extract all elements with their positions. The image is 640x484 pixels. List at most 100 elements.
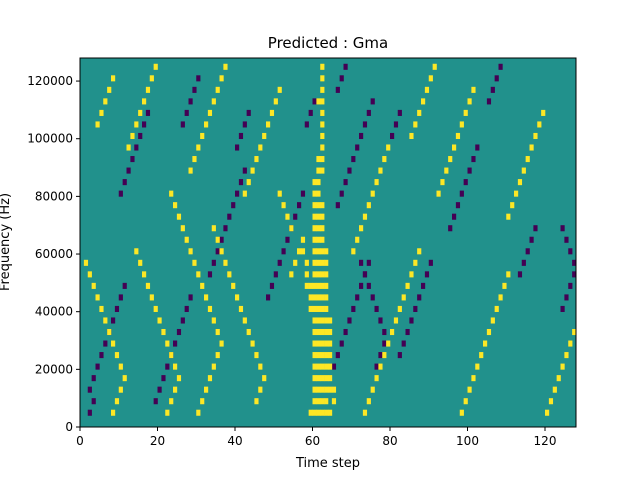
heatmap-cell-high xyxy=(242,190,247,197)
heatmap-cell-high xyxy=(308,305,313,312)
heatmap-cell-low xyxy=(211,259,216,266)
heatmap-cell-high xyxy=(452,144,457,151)
heatmap-cell-low xyxy=(452,213,457,220)
heatmap-cell-high xyxy=(331,398,337,405)
heatmap-cell-high xyxy=(486,328,492,336)
heatmap-cell-low xyxy=(184,109,189,116)
heatmap-cell-high xyxy=(200,398,205,405)
heatmap-cell-low xyxy=(490,86,495,93)
heatmap-cell-low xyxy=(467,167,472,174)
heatmap-cell-high xyxy=(138,259,143,266)
heatmap-cell-high xyxy=(142,271,147,278)
heatmap-cell-high xyxy=(207,109,213,116)
heatmap-cell-low xyxy=(188,98,193,105)
heatmap-cell-high xyxy=(328,409,333,416)
heatmap-cell-high xyxy=(328,328,333,336)
x-tick-label: 0 xyxy=(76,434,84,448)
heatmap-cell-high xyxy=(324,375,329,382)
heatmap-cell-high xyxy=(149,294,154,301)
heatmap-cell-high xyxy=(324,340,329,347)
heatmap-cell-low xyxy=(111,317,116,324)
heatmap-cell-high xyxy=(320,305,325,312)
heatmap-cell-high xyxy=(223,63,228,70)
heatmap-cell-high xyxy=(250,340,255,347)
heatmap-cell-high xyxy=(320,75,325,82)
heatmap-cell-high xyxy=(328,352,333,359)
heatmap-cell-high xyxy=(196,409,201,416)
heatmap-cell-high xyxy=(273,98,278,105)
heatmap-cell-low xyxy=(242,121,247,128)
heatmap-cell-high xyxy=(312,386,317,393)
heatmap-cell-high xyxy=(153,305,158,312)
heatmap-cell-low xyxy=(134,144,139,151)
heatmap-cell-low xyxy=(223,225,228,232)
heatmap-cell-low xyxy=(424,271,430,278)
heatmap-cell-low xyxy=(304,121,309,128)
heatmap-cell-high xyxy=(130,132,135,140)
heatmap-cell-low xyxy=(173,340,178,347)
heatmap-cell-high xyxy=(413,259,418,266)
heatmap-cell-low xyxy=(99,352,104,359)
plot-frame xyxy=(79,57,577,428)
heatmap-cell-low xyxy=(455,202,461,209)
heatmap-cell-high xyxy=(312,202,317,209)
heatmap-cell-high xyxy=(324,271,329,278)
heatmap-cell-high xyxy=(207,305,213,312)
heatmap-cell-high xyxy=(111,340,116,347)
heatmap-cells xyxy=(80,58,577,427)
heatmap-cell-low xyxy=(196,75,201,82)
heatmap-cell-high xyxy=(475,363,480,370)
heatmap-cell-high xyxy=(370,386,375,393)
heatmap-cell-high xyxy=(463,109,468,116)
heatmap-cell-high xyxy=(211,363,216,370)
heatmap-cell-high xyxy=(107,328,112,336)
heatmap-cell-high xyxy=(316,213,321,220)
heatmap-cell-low xyxy=(122,179,127,186)
heatmap-cell-low xyxy=(335,202,340,209)
heatmap-cell-high xyxy=(324,294,329,301)
heatmap-cell-high xyxy=(87,271,92,278)
heatmap-cell-high xyxy=(312,236,317,243)
heatmap-cell-high xyxy=(316,202,321,209)
heatmap-cell-high xyxy=(560,363,565,370)
heatmap-cell-low xyxy=(246,109,251,116)
heatmap-cell-high xyxy=(316,328,321,336)
heatmap-cell-high xyxy=(215,352,220,359)
heatmap-cell-high xyxy=(103,98,108,105)
heatmap-cell-low xyxy=(308,109,313,116)
heatmap-cell-low xyxy=(390,132,395,140)
heatmap-cell-high xyxy=(417,248,422,255)
heatmap-cell-low xyxy=(564,294,569,301)
heatmap-cell-high xyxy=(281,202,286,209)
heatmap-cell-low xyxy=(382,340,387,347)
heatmap-cell-high xyxy=(153,63,158,70)
heatmap-cell-high xyxy=(219,340,224,347)
heatmap-cell-high xyxy=(498,294,503,301)
heatmap-cell-low xyxy=(145,109,151,116)
heatmap-cell-low xyxy=(285,236,290,243)
heatmap-cell-high xyxy=(304,271,309,278)
heatmap-cell-high xyxy=(320,213,325,220)
heatmap-cell-high xyxy=(277,190,282,197)
heatmap-cell-high xyxy=(316,190,321,197)
heatmap-cell-high xyxy=(192,156,197,163)
heatmap-cell-high xyxy=(444,167,449,174)
y-tick-label: 80000 xyxy=(35,189,73,203)
heatmap-cell-low xyxy=(180,121,185,128)
heatmap-cell-high xyxy=(366,202,371,209)
heatmap-cell-high xyxy=(254,398,259,405)
heatmap-cell-high xyxy=(258,363,263,370)
heatmap-cell-high xyxy=(541,109,546,116)
heatmap-cell-high xyxy=(366,398,371,405)
heatmap-cell-high xyxy=(328,375,333,382)
heatmap-cell-high xyxy=(134,121,139,128)
heatmap-cell-high xyxy=(440,179,445,186)
heatmap-cell-high xyxy=(324,317,329,324)
heatmap-cell-high xyxy=(308,282,313,289)
heatmap-cell-high xyxy=(320,121,325,128)
heatmap-cell-high xyxy=(211,98,216,105)
heatmap-cell-low xyxy=(130,156,135,163)
heatmap-cell-high xyxy=(200,282,205,289)
heatmap-cell-high xyxy=(316,156,321,163)
